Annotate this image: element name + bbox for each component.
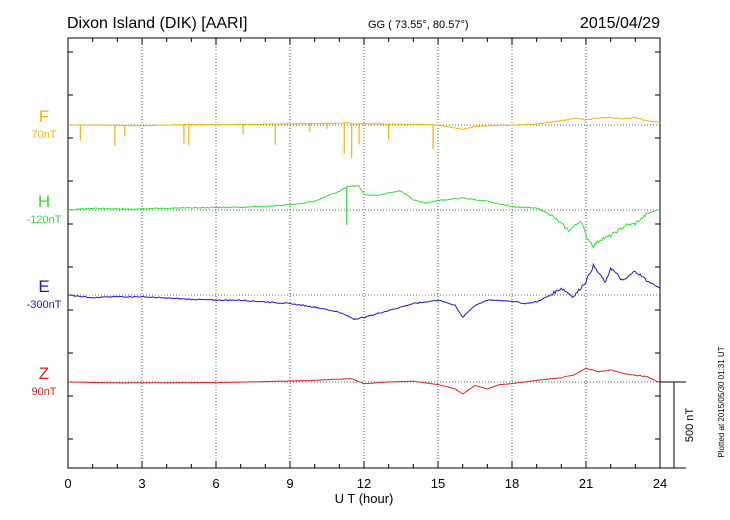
series-lines xyxy=(67,116,661,395)
series-name-F: F xyxy=(39,107,49,126)
grid-lines xyxy=(68,38,660,468)
station-title: Dixon Island (DIK) [AARI] xyxy=(67,15,248,32)
series-labels: F 70nT H -120nT E -300nT Z 90nT xyxy=(27,107,62,398)
series-baseline-F: 70nT xyxy=(31,129,56,141)
coordinates-label: GG ( 73.55°, 80.57°) xyxy=(368,19,469,31)
x-tick-label-15: 15 xyxy=(431,476,445,491)
series-line-H xyxy=(67,184,660,249)
scale-bar: 500 nT xyxy=(660,381,696,469)
x-tick-label-24: 24 xyxy=(653,476,667,491)
x-axis-label: U T (hour) xyxy=(335,491,394,506)
x-tick-label-18: 18 xyxy=(505,476,519,491)
axis-ticks: 0 3 6 9 12 15 18 21 24 xyxy=(64,38,667,491)
x-tick-label-0: 0 xyxy=(64,476,71,491)
series-name-H: H xyxy=(38,192,50,211)
series-name-E: E xyxy=(38,277,49,296)
x-tick-label-12: 12 xyxy=(357,476,371,491)
series-baseline-Z: 90nT xyxy=(31,386,56,398)
x-tick-label-3: 3 xyxy=(138,476,145,491)
series-baseline-H: -120nT xyxy=(27,214,62,226)
series-line-E xyxy=(67,262,661,321)
date-label: 2015/04/29 xyxy=(580,15,660,32)
series-line-Z xyxy=(67,367,661,395)
x-tick-label-21: 21 xyxy=(579,476,593,491)
scale-bar-label: 500 nT xyxy=(684,408,696,443)
plot-frame xyxy=(67,37,661,469)
x-tick-label-6: 6 xyxy=(212,476,219,491)
series-baseline-E: -300nT xyxy=(27,299,62,311)
plotted-timestamp: Plotted at 2015/05/30 01:31 UT xyxy=(717,346,726,457)
series-line-F xyxy=(68,116,661,130)
series-name-Z: Z xyxy=(39,364,49,383)
x-tick-label-9: 9 xyxy=(286,476,293,491)
